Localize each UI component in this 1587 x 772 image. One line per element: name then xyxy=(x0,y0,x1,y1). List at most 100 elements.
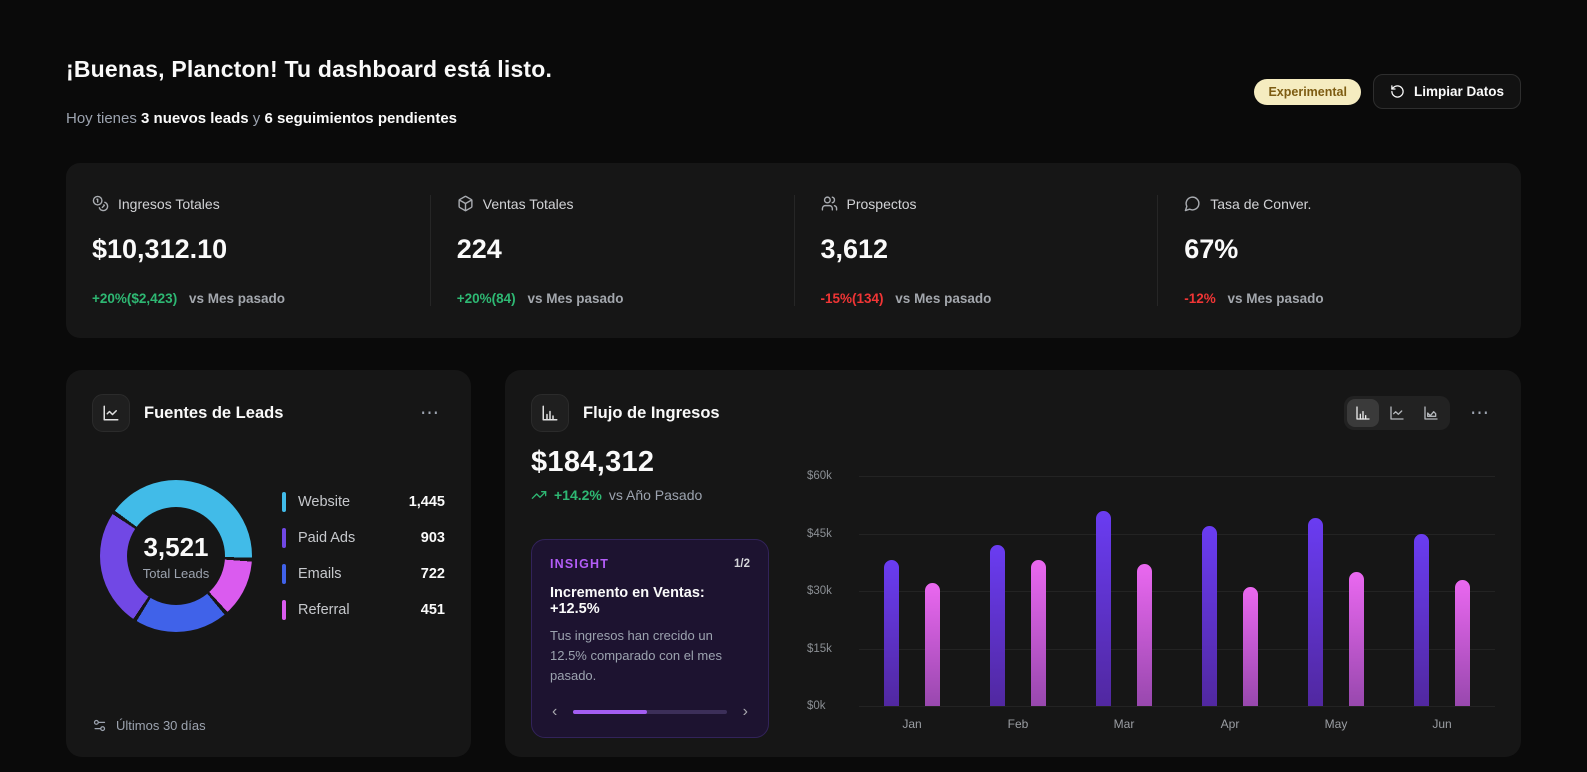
bar-group-apr xyxy=(1177,476,1283,706)
bar-series_b xyxy=(1349,571,1364,706)
page-title: ¡Buenas, Plancton! Tu dashboard está lis… xyxy=(66,56,553,82)
stat-label: Ingresos Totales xyxy=(118,195,220,212)
legend-marker xyxy=(282,528,286,548)
bar-series_a xyxy=(1096,510,1111,706)
insight-progress-track xyxy=(573,710,727,715)
header-actions: Experimental Limpiar Datos xyxy=(1254,74,1521,109)
legend-item-website: Website 1,445 xyxy=(282,492,445,512)
stat-compare: vs Mes pasado xyxy=(1227,291,1324,306)
revenue-total-value: $184,312 xyxy=(531,446,655,478)
more-options-icon[interactable]: ⋯ xyxy=(414,400,445,427)
revenue-bar-chart: $60k $45k $30k $15k $0k Jan Feb Mar Apr May Jun xyxy=(807,446,1495,733)
leads-card-footer: Últimos 30 días xyxy=(92,718,445,733)
bar-chart-icon xyxy=(531,394,569,432)
bar-series_b xyxy=(1031,560,1046,706)
stat-change: +20%(84) xyxy=(456,291,516,306)
insight-label: INSIGHT xyxy=(550,557,610,571)
bar-group-may xyxy=(1283,476,1389,706)
leads-donut-chart: 3,521 Total Leads xyxy=(100,480,252,632)
chevron-right-icon[interactable]: › xyxy=(742,703,748,721)
y-axis-tick: $60k xyxy=(807,470,832,482)
coins-icon xyxy=(92,195,109,212)
bar-series_a xyxy=(1308,518,1323,706)
chart-type-line-button[interactable] xyxy=(1381,399,1413,427)
chart-toolbar: ⋯ xyxy=(1344,396,1495,430)
insight-pagination: 1/2 xyxy=(734,558,750,570)
y-axis-tick: $0k xyxy=(807,700,826,712)
leads-sources-card: Fuentes de Leads ⋯ 3,521 Total Leads Web… xyxy=(66,370,471,757)
stat-change: -12% xyxy=(1184,291,1216,306)
more-options-icon[interactable]: ⋯ xyxy=(1464,400,1495,427)
subtitle-prefix: Hoy tienes xyxy=(66,110,142,127)
x-axis-label: Jun xyxy=(1432,717,1452,731)
x-axis-label: Feb xyxy=(1007,717,1029,731)
legend-marker xyxy=(282,600,286,620)
chevron-left-icon[interactable]: ‹ xyxy=(552,703,558,721)
chart-type-bar-button[interactable] xyxy=(1347,399,1379,427)
clear-data-button[interactable]: Limpiar Datos xyxy=(1372,74,1521,109)
revenue-x-labels: Jan Feb Mar Apr May Jun xyxy=(859,717,1495,731)
stat-compare: vs Mes pasado xyxy=(895,291,992,306)
x-axis-label: Jan xyxy=(902,717,922,731)
stat-compare: vs Mes pasado xyxy=(188,291,285,306)
stat-label: Prospectos xyxy=(846,195,917,212)
bar-group-jan xyxy=(859,476,965,706)
insight-title: Incremento en Ventas: +12.5% xyxy=(550,585,705,617)
bar-group-feb xyxy=(965,476,1071,706)
legend-item-paid-ads: Paid Ads 903 xyxy=(282,528,445,548)
chat-bubble-icon xyxy=(1184,196,1200,212)
rotate-ccw-icon xyxy=(1391,85,1404,98)
leads-footer-label: Últimos 30 días xyxy=(116,718,206,733)
leads-total-value: 3,521 xyxy=(143,531,209,562)
chart-type-area-button[interactable] xyxy=(1415,399,1447,427)
revenue-change-pct: +14.2% xyxy=(554,487,602,503)
bar-series_b xyxy=(1455,579,1470,706)
bar-group-mar xyxy=(1071,476,1177,706)
page-header: ¡Buenas, Plancton! Tu dashboard está lis… xyxy=(66,56,1521,127)
stat-compare: vs Mes pasado xyxy=(527,291,624,306)
stat-tasa-conversion: Tasa de Conver. 67% -12% vs Mes pasado xyxy=(1157,195,1521,306)
stats-summary-card: Ingresos Totales $10,312.10 +20%($2,423)… xyxy=(66,163,1521,338)
subtitle-connector: y xyxy=(248,110,265,127)
insight-card: INSIGHT 1/2 Incremento en Ventas: +12.5%… xyxy=(531,539,769,739)
subtitle-followups: 6 seguimientos pendientes xyxy=(264,110,457,127)
revenue-flow-card: Flujo de Ingresos ⋯ xyxy=(505,370,1521,757)
line-chart-icon xyxy=(1390,406,1404,420)
leads-total-label: Total Leads xyxy=(142,565,210,581)
stat-value: 3,612 xyxy=(820,234,889,264)
leads-card-title: Fuentes de Leads xyxy=(144,403,284,422)
bar-group-jun xyxy=(1389,476,1495,706)
stat-change: +20%($2,423) xyxy=(92,291,178,306)
y-axis-tick: $30k xyxy=(807,585,832,597)
stat-value: 224 xyxy=(456,234,502,264)
x-axis-label: May xyxy=(1324,717,1348,731)
area-chart-icon xyxy=(1424,406,1438,420)
legend-item-referral: Referral 451 xyxy=(282,600,445,620)
bar-series_b xyxy=(1137,564,1152,706)
insight-carousel: ‹ › xyxy=(550,704,750,720)
y-axis-tick: $15k xyxy=(807,642,832,655)
users-icon xyxy=(821,196,837,211)
bar-series_a xyxy=(1414,533,1429,706)
experimental-badge: Experimental xyxy=(1254,78,1361,105)
line-chart-icon xyxy=(92,394,130,432)
subtitle-new-leads: 3 nuevos leads xyxy=(141,110,249,127)
x-axis-label: Apr xyxy=(1220,717,1240,731)
legend-item-emails: Emails 722 xyxy=(282,564,445,584)
revenue-card-title: Flujo de Ingresos xyxy=(583,403,720,422)
stat-change: -15%(134) xyxy=(820,291,884,306)
bar-chart-icon xyxy=(1356,406,1370,420)
revenue-bar-plot xyxy=(859,476,1495,706)
trending-up-icon xyxy=(531,491,547,499)
bar-series_b xyxy=(1243,587,1258,706)
greeting-block: ¡Buenas, Plancton! Tu dashboard está lis… xyxy=(66,56,552,127)
bar-series_a xyxy=(1202,525,1217,706)
legend-marker xyxy=(282,564,286,584)
bar-series_b xyxy=(925,583,940,706)
y-axis-tick: $45k xyxy=(807,527,832,540)
sliders-icon xyxy=(93,719,106,732)
page-subtitle: Hoy tienes 3 nuevos leads y 6 seguimient… xyxy=(66,110,552,127)
bar-series_a xyxy=(990,545,1005,706)
charts-row: Fuentes de Leads ⋯ 3,521 Total Leads Web… xyxy=(66,370,1521,757)
